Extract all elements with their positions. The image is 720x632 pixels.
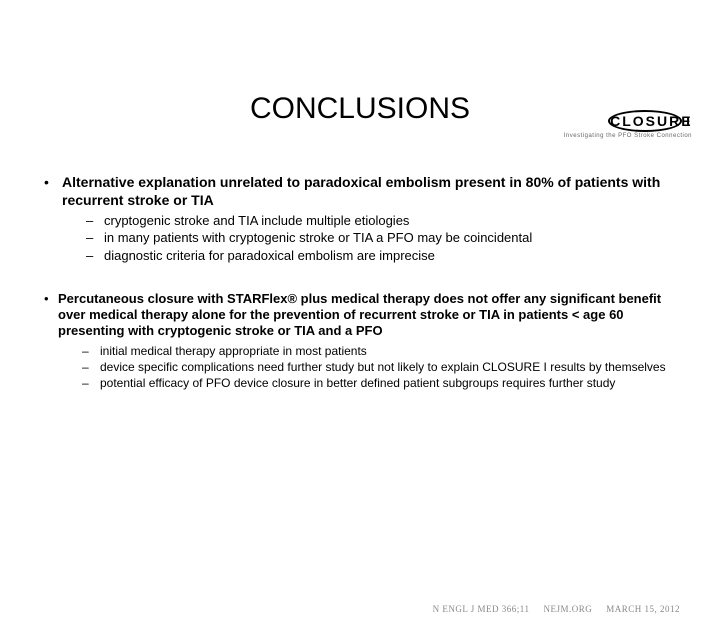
footer-date: MARCH 15, 2012	[606, 604, 680, 614]
sub-item-text: diagnostic criteria for paradoxical embo…	[104, 248, 435, 264]
sub-item: – in many patients with cryptogenic stro…	[86, 230, 676, 246]
dash-marker: –	[82, 376, 100, 391]
bullet-2-text: Percutaneous closure with STARFlex® plus…	[58, 291, 676, 340]
sub-item: – potential efficacy of PFO device closu…	[82, 376, 676, 391]
bullet-2-sublist: – initial medical therapy appropriate in…	[82, 344, 676, 391]
bullet-marker: •	[44, 291, 58, 340]
bullet-1-text: Alternative explanation unrelated to par…	[62, 174, 676, 209]
dash-marker: –	[82, 360, 100, 375]
content-area: • Alternative explanation unrelated to p…	[0, 174, 720, 391]
bullet-1: • Alternative explanation unrelated to p…	[44, 174, 676, 209]
sub-item: – cryptogenic stroke and TIA include mul…	[86, 213, 676, 229]
bullet-marker: •	[44, 174, 62, 209]
dash-marker: –	[86, 248, 104, 264]
logo-suffix: I	[686, 113, 692, 129]
sub-item-text: device specific complications need furth…	[100, 360, 666, 375]
dash-marker: –	[86, 213, 104, 229]
dash-marker: –	[82, 344, 100, 359]
bullet-1-sublist: – cryptogenic stroke and TIA include mul…	[86, 213, 676, 264]
logo-main: CLOSURE I	[608, 110, 692, 132]
sub-item: – diagnostic criteria for paradoxical em…	[86, 248, 676, 264]
sub-item-text: in many patients with cryptogenic stroke…	[104, 230, 532, 246]
sub-item-text: initial medical therapy appropriate in m…	[100, 344, 367, 359]
sub-item-text: cryptogenic stroke and TIA include multi…	[104, 213, 409, 229]
sub-item: – initial medical therapy appropriate in…	[82, 344, 676, 359]
logo-oval: CLOSURE	[608, 110, 682, 132]
footer-site: NEJM.ORG	[543, 604, 592, 614]
footer-journal: N ENGL J MED 366;11	[433, 604, 530, 614]
footer-citation: N ENGL J MED 366;11 NEJM.ORG MARCH 15, 2…	[433, 604, 680, 614]
logo: CLOSURE I Investigating the PFO Stroke C…	[564, 110, 692, 139]
bullet-2: • Percutaneous closure with STARFlex® pl…	[44, 291, 676, 340]
sub-item-text: potential efficacy of PFO device closure…	[100, 376, 615, 391]
logo-subtitle: Investigating the PFO Stroke Connection	[564, 133, 692, 139]
sub-item: – device specific complications need fur…	[82, 360, 676, 375]
dash-marker: –	[86, 230, 104, 246]
